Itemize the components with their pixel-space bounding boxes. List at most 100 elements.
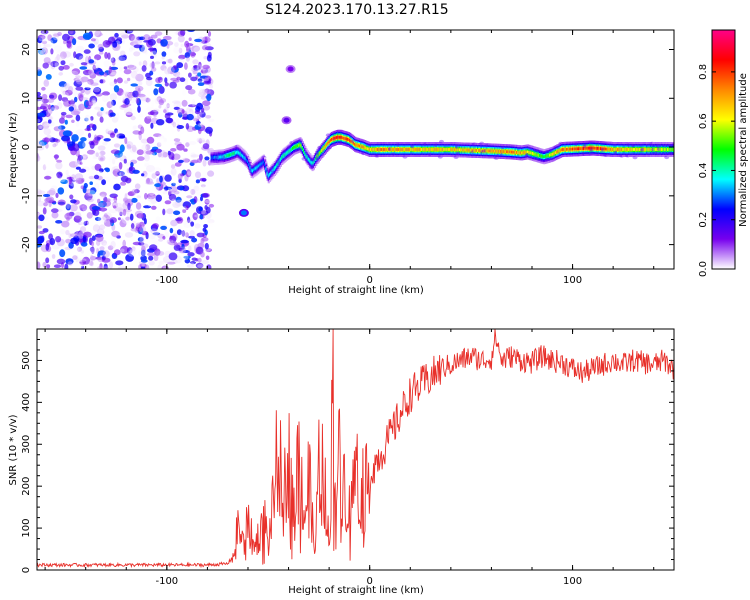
spectrogram-x-ticks: -100 0 100	[44, 30, 655, 286]
noise-cell	[139, 95, 148, 102]
noise-cell	[62, 33, 70, 42]
ridge-cell	[505, 150, 508, 154]
noise-cell	[71, 173, 80, 181]
ridge-cell	[436, 148, 440, 151]
noise-cell	[164, 231, 170, 238]
noise-cell	[200, 260, 210, 264]
ridge-cell	[598, 147, 601, 150]
noise-cell	[116, 37, 123, 42]
noise-cell	[144, 264, 150, 269]
noise-cell	[176, 62, 184, 69]
noise-cell	[60, 111, 67, 116]
noise-cell	[208, 203, 215, 208]
spectrogram-frame	[36, 29, 675, 270]
noise-cell	[153, 167, 162, 175]
noise-cell	[51, 105, 60, 111]
noise-cell	[194, 191, 203, 197]
noise-cell	[111, 116, 119, 123]
ridge-cell	[288, 149, 291, 153]
ridge-cell	[428, 148, 431, 151]
ridge-cell	[311, 162, 314, 165]
noise-cell	[128, 64, 136, 69]
ridge-cell	[636, 148, 639, 151]
noise-cell	[172, 121, 177, 128]
noise-cell	[197, 82, 205, 86]
ridge-cell	[264, 163, 267, 166]
noise-cell	[43, 79, 50, 87]
ridge-cell	[463, 148, 466, 152]
noise-cell	[65, 238, 71, 244]
ridge-cell	[411, 148, 414, 151]
noise-cell	[109, 209, 115, 213]
noise-cell	[196, 199, 201, 203]
noise-cell	[44, 163, 54, 168]
ridge-cell	[324, 144, 328, 148]
noise-cell	[110, 240, 116, 249]
ridge-cell	[660, 148, 663, 151]
noise-cell	[134, 189, 140, 194]
ridge-cell	[520, 151, 524, 155]
noise-cell	[161, 51, 167, 57]
noise-cell	[171, 33, 177, 38]
noise-cell	[68, 161, 78, 168]
colorbar-tick-label: 0.6	[698, 113, 709, 129]
noise-cell	[58, 125, 66, 130]
noise-cell	[185, 169, 192, 178]
noise-cell	[201, 40, 208, 44]
ridge-cell	[327, 141, 330, 145]
ridge-cell	[511, 150, 514, 154]
ridge-cell	[292, 147, 295, 150]
noise-cell	[143, 34, 151, 42]
ridge-cell	[385, 148, 388, 151]
noise-cell	[63, 83, 69, 89]
noise-cell	[166, 103, 170, 109]
ridge-cell	[328, 140, 331, 144]
noise-cell	[107, 52, 111, 60]
ridge-cell	[383, 148, 386, 151]
noise-cell	[127, 30, 137, 33]
noise-cell	[181, 230, 186, 237]
ridge-cell	[418, 148, 421, 151]
noise-cell	[164, 113, 171, 119]
ridge-cell	[460, 148, 463, 152]
noise-cell	[80, 62, 88, 66]
noise-cell	[99, 191, 107, 197]
ridge-cell	[415, 148, 418, 151]
noise-cell	[51, 166, 58, 171]
ridge-cell	[528, 150, 531, 154]
noise-cell	[113, 183, 121, 191]
noise-cell	[197, 122, 205, 127]
ridge-cell	[333, 137, 336, 140]
noise-cell	[169, 235, 173, 242]
noise-cell	[119, 211, 123, 216]
ridge-cell	[397, 148, 401, 151]
noise-cell	[154, 31, 163, 36]
noise-cell	[99, 116, 104, 123]
noise-cell	[100, 194, 106, 199]
ridge-cell	[457, 148, 460, 152]
ridge-cell	[492, 149, 496, 153]
noise-cell	[167, 170, 174, 175]
noise-cell	[193, 65, 198, 69]
ridge-cell	[295, 144, 298, 148]
ridge-cell	[214, 156, 217, 159]
noise-cell	[125, 263, 131, 269]
noise-cell	[208, 221, 214, 228]
noise-cell	[42, 62, 49, 69]
noise-cell	[166, 208, 174, 215]
noise-cell	[178, 47, 183, 54]
noise-cell	[102, 141, 108, 146]
noise-cell	[37, 69, 42, 77]
noise-cell	[146, 165, 155, 172]
noise-cell	[47, 130, 55, 135]
noise-cell	[48, 119, 52, 124]
ridge-cell	[245, 158, 248, 162]
noise-cell	[99, 246, 105, 251]
ridge-cell	[317, 153, 320, 157]
noise-cell	[47, 98, 55, 103]
noise-cell	[151, 230, 159, 236]
y-tick-label: 400	[21, 393, 32, 412]
noise-cell	[150, 34, 158, 39]
noise-cell	[58, 65, 64, 71]
